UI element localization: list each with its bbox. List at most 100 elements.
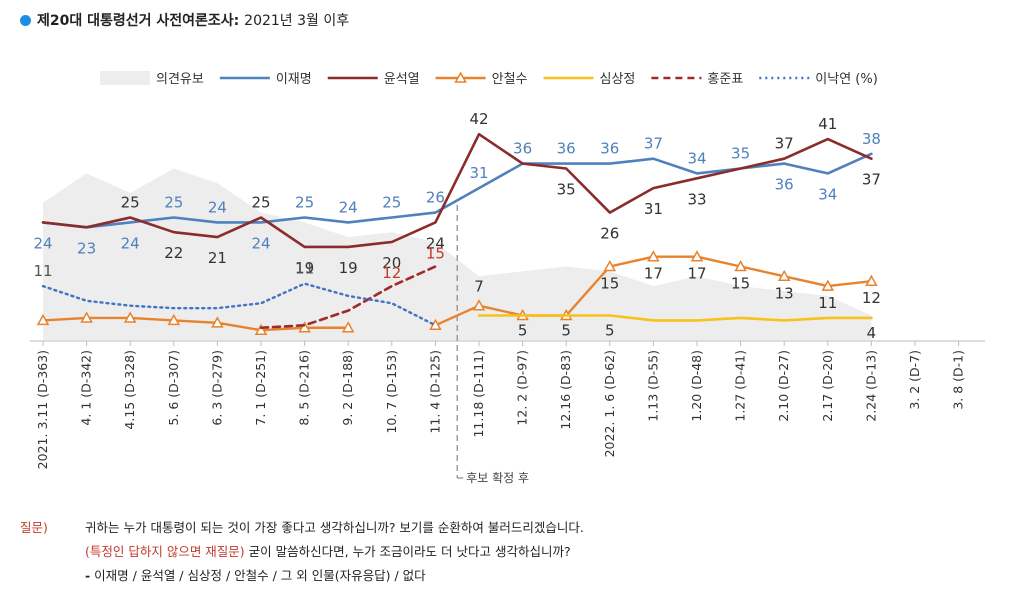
series-point-marker — [341, 321, 355, 333]
x-tick-label: 2.24 (D-13) — [863, 350, 878, 422]
note-line-2: 굳이 말씀하신다면, 누가 조금이라도 더 낫다고 생각하십니까? — [244, 544, 571, 559]
x-tick-label: 3. 2 (D-7) — [907, 350, 922, 410]
line-chart: 2021. 3.11 (D-363) 4. 1 (D-342) 4.15 (D-32… — [30, 71, 985, 485]
data-label: 36 — [557, 140, 576, 158]
data-label: 31 — [644, 200, 663, 218]
x-tick-label: 2022. 1. 6 (D-62) — [602, 350, 617, 457]
series-line-3-0 — [41, 316, 350, 332]
data-label: 5 — [605, 322, 615, 340]
legend-label-6: 이낙연 (%) — [815, 72, 878, 87]
series-point-marker — [472, 299, 486, 311]
data-label: 24 — [121, 234, 140, 252]
x-tick-label: 2.10 (D-27) — [776, 350, 791, 422]
data-label: 24 — [33, 234, 52, 252]
data-label: 35 — [731, 145, 750, 163]
series-point-marker — [298, 321, 311, 333]
data-label: 22 — [164, 244, 183, 262]
legend-label-1: 이재명 — [276, 72, 312, 87]
x-tick-label: 1.20 (D-48) — [689, 350, 704, 422]
note-label: 질문) — [20, 520, 48, 535]
data-label: 11 — [295, 260, 314, 278]
series-point-marker — [777, 269, 791, 282]
title-sub: 2021년 3월 이후 — [244, 13, 350, 29]
x-tick-label: 10. 7 (D-153) — [384, 350, 399, 434]
x-tick-label: 1.13 (D-55) — [645, 350, 660, 422]
note-line-2-red: (특정인 답하지 않으면 재질문) — [85, 544, 245, 559]
chart-title: 제20대 대통령선거 사전여론조사: 2021년 3월 이후 — [20, 10, 349, 30]
question-note: 질문) 귀하는 누가 대통령이 되는 것이 가장 좋다고 생각하십니까? 보기를 … — [20, 516, 584, 588]
data-label: 41 — [818, 115, 837, 133]
data-label: 24 — [251, 234, 270, 252]
data-label: 37 — [862, 171, 881, 189]
x-tick-label: 6. 3 (D-279) — [209, 350, 224, 426]
data-label: 11 — [818, 294, 837, 312]
data-label: 17 — [687, 265, 706, 283]
series-line-5-0 — [259, 265, 437, 330]
legend-label-5: 홍준표 — [707, 72, 743, 87]
title-main: 제20대 대통령선거 사전여론조사: — [37, 13, 240, 29]
data-label: 24 — [339, 198, 358, 216]
series-point-marker — [211, 316, 224, 328]
data-label: 34 — [687, 149, 706, 167]
title-bullet-icon — [20, 15, 31, 26]
data-label: 11 — [33, 262, 52, 280]
data-label: 19 — [295, 259, 314, 277]
x-tick-label: 12. 2 (D-97) — [515, 350, 530, 426]
data-label: 37 — [644, 135, 663, 153]
series-point-marker — [865, 274, 878, 286]
data-label: 12 — [862, 289, 881, 307]
data-label: 15 — [426, 245, 445, 263]
data-label: 31 — [469, 164, 488, 182]
data-label: 37 — [775, 135, 794, 153]
legend-label-2: 윤석열 — [384, 72, 420, 87]
x-tick-label: 8. 5 (D-216) — [297, 350, 312, 426]
x-tick-label: 3. 8 (D-1) — [951, 350, 966, 410]
data-label: 15 — [731, 275, 750, 293]
series-point-marker — [123, 311, 137, 323]
x-tick-label: 2.17 (D-20) — [820, 350, 835, 422]
data-label: 25 — [382, 194, 401, 212]
data-label: 33 — [687, 190, 706, 208]
data-label: 4 — [867, 324, 877, 342]
x-tick-label: 2021. 3.11 (D-363) — [35, 350, 50, 469]
data-label: 5 — [518, 322, 528, 340]
data-label: 25 — [121, 194, 140, 212]
data-label: 25 — [164, 194, 183, 212]
note-line-3-dash: - — [85, 568, 91, 583]
data-label: 25 — [295, 194, 314, 212]
series-point-marker — [36, 313, 50, 326]
data-label: 15 — [600, 275, 619, 293]
data-label: 24 — [426, 234, 445, 252]
series-point-marker — [603, 259, 617, 272]
data-label: 5 — [561, 322, 571, 340]
series-line-6-0 — [41, 282, 437, 327]
data-label: 36 — [513, 140, 532, 158]
data-label: 26 — [426, 189, 445, 207]
x-tick-label: 7. 1 (D-251) — [253, 350, 268, 426]
data-label: 26 — [600, 225, 619, 243]
x-tick-label: 9. 2 (D-188) — [340, 350, 355, 426]
data-label: 35 — [557, 181, 576, 199]
x-tick-label: 11.18 (D-111) — [471, 350, 486, 438]
divider-label: 후보 확정 후 — [466, 471, 529, 485]
data-label: 12 — [382, 264, 401, 282]
x-tick-label: 4.15 (D-328) — [122, 350, 137, 430]
data-label: 38 — [862, 130, 881, 148]
legend-label-4: 심상정 — [600, 72, 636, 87]
legend-label-0: 의견유보 — [156, 72, 204, 87]
data-label: 7 — [474, 278, 484, 296]
legend-marker-3 — [454, 71, 467, 83]
series-point-marker — [167, 313, 181, 326]
note-line-1: 귀하는 누가 대통령이 되는 것이 가장 좋다고 생각하십니까? 보기를 순환하… — [85, 520, 584, 535]
series-area-0 — [43, 168, 872, 340]
series-point-marker — [647, 250, 660, 262]
data-label: 23 — [77, 239, 96, 257]
series-point-marker — [821, 279, 835, 291]
data-label: 36 — [775, 176, 794, 194]
series-point-marker — [254, 323, 268, 335]
series-line-4-0 — [477, 314, 873, 322]
data-label: 36 — [600, 140, 619, 158]
x-tick-label: 12.16 (D-83) — [558, 350, 573, 430]
series-point-marker — [80, 311, 93, 323]
data-label: 20 — [382, 254, 401, 272]
